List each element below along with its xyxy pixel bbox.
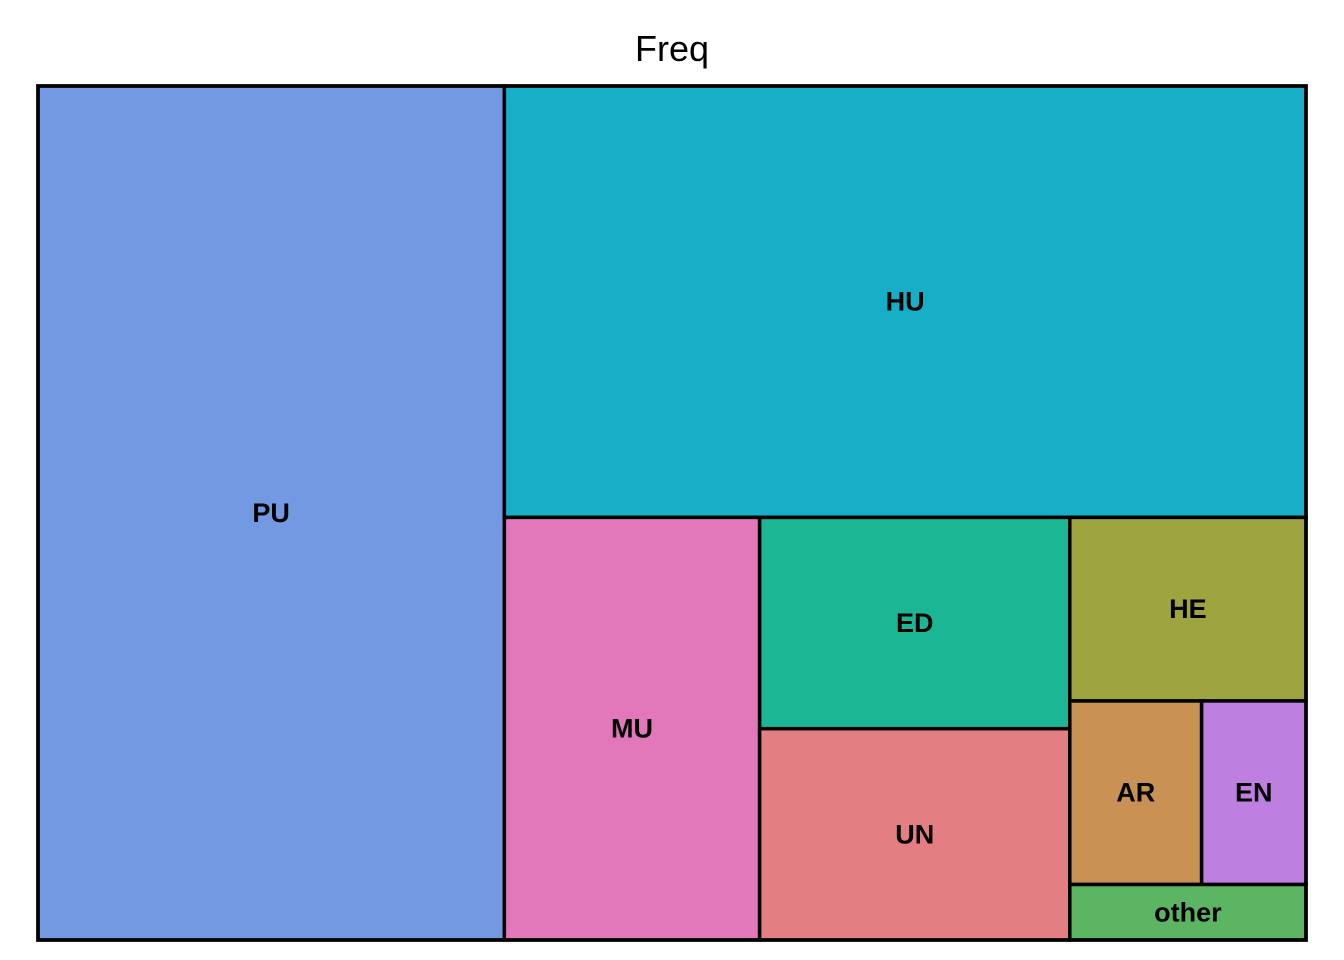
- tile-un: UN: [757, 726, 1072, 942]
- tile-label-hu: HU: [886, 287, 925, 317]
- tile-label-en: EN: [1235, 778, 1273, 808]
- tile-en: EN: [1199, 699, 1308, 887]
- tile-hu: HU: [502, 84, 1308, 520]
- tile-label-un: UN: [895, 819, 934, 849]
- tile-label-pu: PU: [252, 498, 290, 528]
- tile-rect-pu: [36, 84, 507, 942]
- chart-title: Freq: [634, 28, 710, 69]
- tile-rect-mu: [502, 515, 762, 942]
- tile-label-other: other: [1154, 897, 1222, 927]
- tile-label-ed: ED: [896, 608, 934, 638]
- tile-mu: MU: [502, 515, 762, 942]
- tile-rect-en: [1199, 699, 1308, 887]
- tile-ed: ED: [757, 515, 1072, 731]
- tile-label-mu: MU: [611, 714, 653, 744]
- tile-label-ar: AR: [1116, 778, 1155, 808]
- treemap-border: [36, 84, 1308, 942]
- tile-he: HE: [1068, 515, 1308, 703]
- tile-pu: PU: [36, 84, 507, 942]
- tile-label-he: HE: [1169, 594, 1207, 624]
- tile-ar: AR: [1068, 699, 1204, 887]
- tile-other: other: [1068, 882, 1308, 942]
